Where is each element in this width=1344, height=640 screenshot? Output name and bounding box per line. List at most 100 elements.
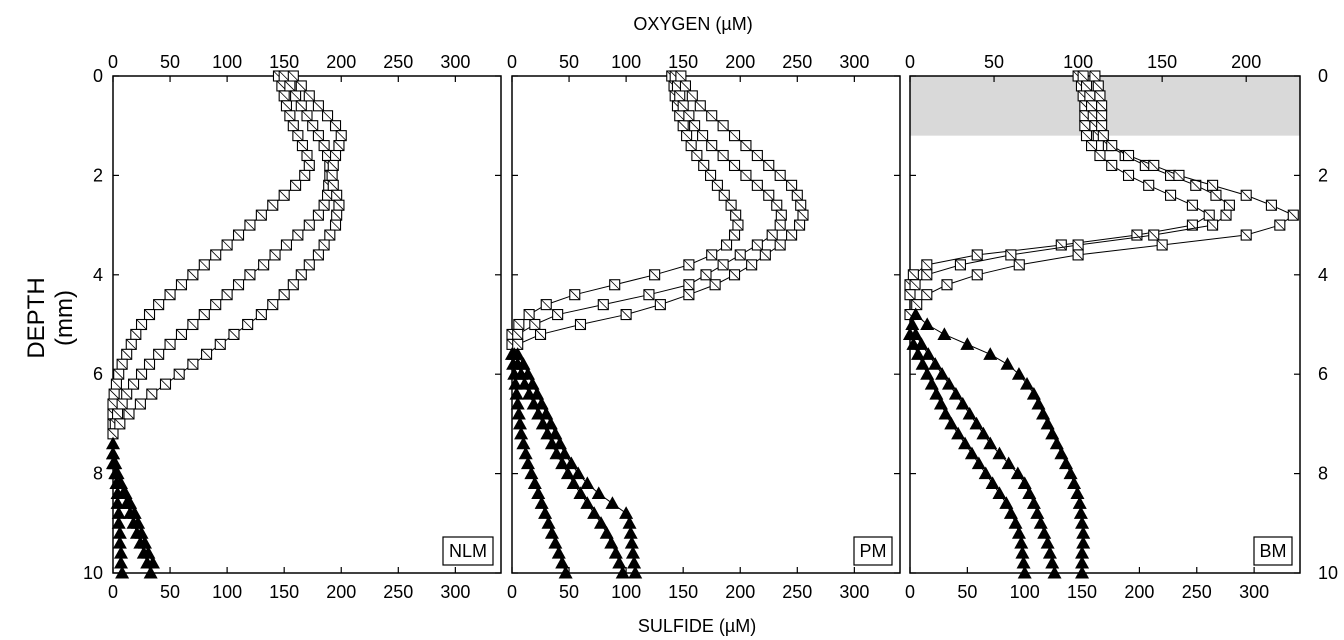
oxygen-point-diagonal [296, 80, 307, 92]
sulfide-point [908, 307, 923, 321]
top-tick-label: 0 [108, 52, 118, 72]
sulfide-point [560, 466, 575, 480]
sulfide-point [510, 347, 525, 360]
oxygen-point-diagonal [681, 130, 692, 141]
bottom-tick-label: 250 [782, 582, 812, 602]
sulfide-point [1010, 466, 1025, 480]
oxygen-point-diagonal [535, 329, 546, 340]
sulfide-point [1022, 486, 1037, 499]
sulfide-point [518, 446, 533, 460]
sulfide-point [1008, 516, 1023, 529]
sulfide-point [137, 536, 152, 549]
sulfide-point [905, 317, 920, 331]
sulfide-point [516, 357, 531, 370]
oxygen-point-diagonal [326, 170, 338, 181]
sulfide-point [976, 426, 991, 440]
sulfide-point [564, 456, 579, 470]
oxygen-point-diagonal [121, 349, 132, 360]
oxygen-point-diagonal [1094, 150, 1106, 161]
oxygen-point-diagonal [187, 358, 199, 370]
sulfide-point [1045, 555, 1060, 569]
sulfide-point [933, 396, 948, 410]
oxygen-point-diagonal [1056, 239, 1067, 251]
oxygen-point-diagonal [1148, 160, 1160, 171]
oxygen-point-diagonal [683, 110, 695, 122]
oxygen-point-diagonal [221, 239, 233, 251]
oxygen-point-diagonal [176, 329, 187, 340]
sulfide-point [1070, 486, 1085, 499]
oxygen-point-diagonal [1165, 189, 1176, 201]
sulfide-point [587, 506, 602, 519]
oxygen-point-diagonal [116, 398, 128, 410]
oxygen-point-diagonal [281, 100, 292, 112]
sulfide-point [123, 496, 138, 509]
oxygen-point-diagonal [1096, 110, 1107, 122]
oxygen-point-diagonal [697, 130, 708, 141]
oxygen-point-diagonal [1207, 180, 1218, 191]
bottom-tick-label: 150 [269, 582, 299, 602]
oxygen-point-diagonal [729, 130, 740, 141]
top-tick-label: 250 [782, 52, 812, 72]
oxygen-point-diagonal [1266, 199, 1277, 211]
oxygen-point-diagonal [1156, 239, 1168, 251]
sulfide-point [958, 436, 973, 450]
sulfide-point [134, 526, 149, 539]
sulfide-point [612, 555, 627, 569]
oxygen-point-diagonal [674, 90, 686, 102]
oxygen-point-diagonal [1005, 249, 1017, 261]
top-tick-label: 300 [440, 52, 470, 72]
top-tick-label: 200 [1231, 52, 1261, 72]
sulfide-point [608, 546, 623, 559]
oxygen-point-diagonal [752, 180, 763, 191]
oxygen-point-diagonal [201, 349, 212, 360]
sulfide-point [1026, 386, 1041, 400]
panel-label: PM [860, 541, 887, 561]
top-tick-label: 150 [668, 52, 698, 72]
oxygen-point-diagonal [1173, 170, 1185, 181]
oxygen-point-diagonal [244, 219, 256, 231]
oxygen-point-diagonal [569, 289, 581, 300]
oxygen-point-diagonal [107, 428, 119, 440]
oxygen-point-diagonal [303, 160, 315, 171]
sulfide-point [580, 496, 595, 509]
oxygen-point-diagonal [683, 279, 695, 291]
sulfide-point [920, 317, 935, 331]
oxygen-point-diagonal [327, 160, 339, 171]
oxygen-point-diagonal [552, 309, 563, 320]
oxygen-point-diagonal [233, 229, 244, 241]
oxygen-point-diagonal [144, 358, 155, 370]
oxygen-point-diagonal [210, 299, 221, 310]
oxygen-point-diagonal [292, 130, 304, 141]
oxygen-point-diagonal [921, 259, 933, 271]
panel-label-box [1253, 536, 1293, 566]
oxygen-point-diagonal [335, 130, 347, 141]
depth-axis-title-line2: (mm) [51, 290, 78, 346]
sulfide-point [1054, 446, 1069, 460]
top-tick-label: 50 [160, 52, 180, 72]
sulfide-point [1033, 516, 1048, 529]
oxygen-point-diagonal [706, 140, 717, 151]
oxygen-point-diagonal [125, 339, 137, 350]
sulfide-point [558, 565, 573, 579]
oxygen-point-diagonal [729, 269, 740, 281]
panel-label-box [853, 536, 893, 566]
oxygen-point-diagonal [256, 209, 267, 221]
depth-tick-label: 8 [1318, 464, 1328, 484]
oxygen-point-diagonal [1079, 120, 1091, 131]
top-tick-label: 50 [559, 52, 579, 72]
depth-tick-label: 0 [93, 66, 103, 86]
oxygen-point-diagonal [687, 90, 698, 102]
depth-tick-label: 4 [93, 265, 103, 285]
oxygen-point-diagonal [313, 249, 324, 261]
oxygen-point-diagonal [116, 358, 128, 370]
sulfide-point [1047, 565, 1062, 579]
oxygen-point-diagonal [683, 289, 695, 300]
oxygen-point-diagonal [540, 299, 552, 310]
sulfide-point [628, 565, 643, 579]
sulfide-point [555, 555, 570, 569]
panel-label: BM [1260, 541, 1287, 561]
oxygen-point-diagonal [721, 239, 732, 251]
oxygen-point-diagonal [776, 209, 787, 221]
sulfide-point [983, 347, 998, 360]
sulfide-point [615, 565, 630, 579]
